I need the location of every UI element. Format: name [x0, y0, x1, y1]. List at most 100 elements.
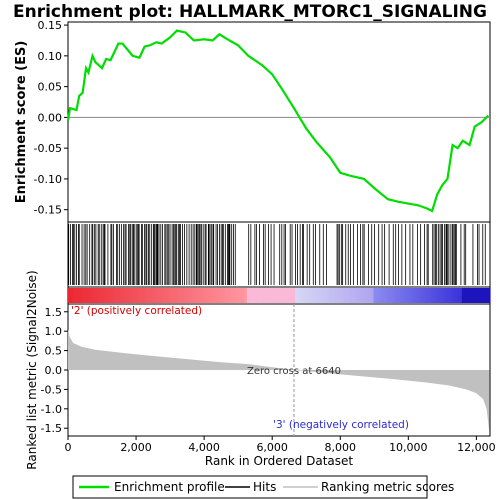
heatmap-cell: [94, 288, 97, 303]
heatmap-cell: [250, 288, 254, 303]
heatmap-cell: [377, 288, 381, 303]
heatmap-cell: [477, 288, 481, 303]
heatmap-cell: [449, 288, 453, 303]
legend-label-metric: Ranking metric scores: [321, 480, 454, 494]
heatmap-cell: [242, 288, 246, 303]
heatmap-cell: [170, 288, 174, 303]
heatmap-cell: [445, 288, 449, 303]
heatmap-cell: [76, 288, 79, 303]
heatmap-cell: [164, 288, 168, 303]
heatmap-cell: [142, 288, 145, 303]
heatmap-cell: [184, 288, 188, 303]
heatmap-cell: [361, 288, 364, 303]
x-tick-label: 0: [65, 441, 72, 454]
heatmap-cell: [341, 288, 344, 303]
heatmap-cell: [120, 288, 123, 303]
heatmap-cell: [134, 288, 137, 303]
heatmap-cell: [198, 288, 202, 303]
heatmap-cell: [317, 288, 320, 303]
heatmap-cell: [166, 288, 170, 303]
legend-label-enrichment: Enrichment profile: [114, 480, 225, 494]
heatmap-cell: [485, 288, 489, 303]
heatmap-cell: [483, 288, 487, 303]
x-tick-label: 10,000: [389, 441, 428, 454]
heatmap-cell: [256, 288, 260, 303]
heatmap-cell: [287, 288, 290, 303]
heatmap-cell: [80, 288, 83, 303]
heatmap-cell: [453, 288, 457, 303]
heatmap-cell: [405, 288, 409, 303]
metric-y-tick-label: 0.0: [45, 364, 63, 377]
heatmap-cell: [270, 288, 274, 303]
heatmap-cell: [276, 288, 280, 303]
heatmap-cell: [389, 288, 393, 303]
heatmap-cell: [194, 288, 198, 303]
heatmap-cell: [353, 288, 356, 303]
heatmap-cell: [128, 288, 131, 303]
heatmap-cell: [172, 288, 176, 303]
heatmap-cell: [391, 288, 395, 303]
heatmap-cell: [234, 288, 238, 303]
positive-correlation-label: '2' (positively correlated): [71, 305, 202, 317]
es-y-tick-label: 0.10: [38, 50, 63, 63]
rank-heatmap: [68, 288, 491, 303]
es-y-tick-label: -0.05: [34, 142, 62, 155]
heatmap-cell: [156, 288, 160, 303]
metric-y-tick-label: -0.5: [41, 383, 62, 396]
heatmap-cell: [409, 288, 413, 303]
es-y-ticks: 0.15 0.10 0.05 0.00 -0.05 -0.10 -0.15: [34, 19, 68, 217]
heatmap-cell: [84, 288, 87, 303]
heatmap-cell: [407, 288, 411, 303]
heatmap-cell: [363, 288, 367, 303]
heatmap-cell: [481, 288, 485, 303]
x-axis-label: Rank in Ordered Dataset: [205, 454, 353, 468]
heatmap-cell: [212, 288, 216, 303]
es-y-tick-label: -0.15: [34, 204, 62, 217]
heatmap-cell: [136, 288, 139, 303]
heatmap-cell: [114, 288, 117, 303]
metric-y-tick-label: 1.5: [45, 306, 63, 319]
heatmap-cell: [98, 288, 101, 303]
heatmap-cell: [427, 288, 431, 303]
heatmap-cell: [110, 288, 113, 303]
heatmap-cell: [232, 288, 236, 303]
heatmap-cell: [293, 288, 296, 303]
heatmap-cell: [335, 288, 338, 303]
heatmap-cell: [443, 288, 447, 303]
heatmap-cell: [349, 288, 352, 303]
heatmap-cell: [82, 288, 85, 303]
heatmap-cell: [401, 288, 405, 303]
heatmap-cell: [283, 288, 286, 303]
heatmap-cell: [204, 288, 208, 303]
heatmap-cell: [365, 288, 369, 303]
heatmap-cell: [112, 288, 115, 303]
heatmap-cell: [74, 288, 77, 303]
heatmap-cell: [281, 288, 284, 303]
legend-label-hits: Hits: [253, 480, 276, 494]
heatmap-cell: [262, 288, 266, 303]
heatmap-cell: [475, 288, 479, 303]
heatmap-cell: [264, 288, 268, 303]
heatmap-cell: [323, 288, 326, 303]
heatmap-cell: [441, 288, 445, 303]
x-axis-ticks: 0 2,000 4,000 6,000 8,000 10,000 12,000: [65, 436, 496, 454]
heatmap-cell: [311, 288, 314, 303]
heatmap-cell: [313, 288, 316, 303]
heatmap-cell: [86, 288, 89, 303]
es-y-tick-label: 0.05: [38, 81, 63, 94]
heatmap-cell: [176, 288, 180, 303]
heatmap-cell: [387, 288, 391, 303]
heatmap-cell: [463, 288, 467, 303]
heatmap-cell: [140, 288, 143, 303]
heatmap-cell: [158, 288, 162, 303]
heatmap-cell: [393, 288, 397, 303]
heatmap-cell: [431, 288, 435, 303]
heatmap-cell: [419, 288, 423, 303]
heatmap-cell: [339, 288, 342, 303]
heatmap-cell: [399, 288, 403, 303]
heatmap-cell: [337, 288, 340, 303]
heatmap-cell: [433, 288, 437, 303]
heatmap-cell: [465, 288, 469, 303]
heatmap-cell: [72, 288, 75, 303]
